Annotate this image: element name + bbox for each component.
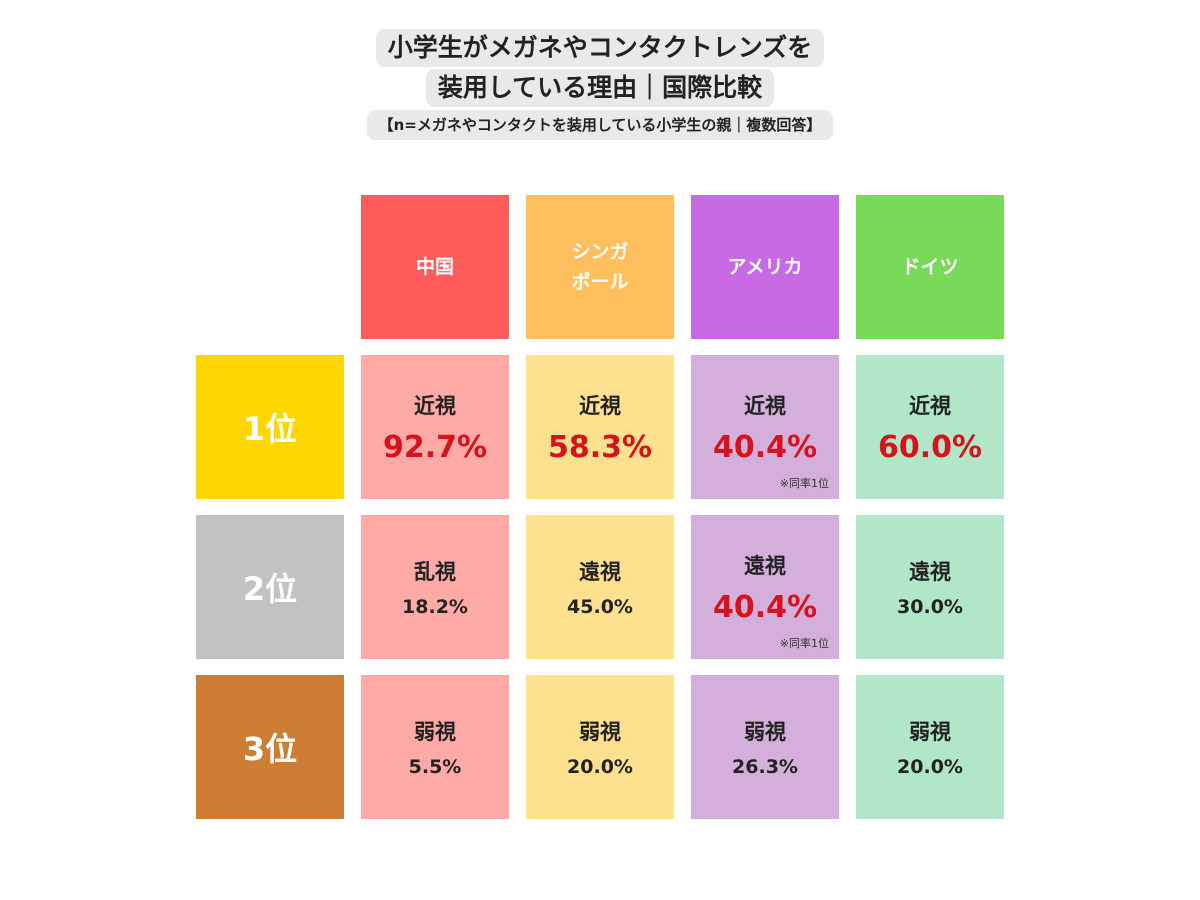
country-name: ポール [571,271,629,293]
reason-label: 弱視 [909,720,951,744]
reason-label: 近視 [744,393,786,418]
reason-label: 遠視 [744,553,786,578]
percentage-value: 45.0% [567,596,633,618]
data-cell: 弱視 20.0% [856,675,1004,819]
country-name: アメリカ [727,256,803,278]
data-cell: 遠視 40.4% ※同率1位 [691,515,839,659]
data-cell: 遠視 45.0% [526,515,674,659]
reason-label: 近視 [579,393,621,418]
rank-label: 2位 [196,515,344,659]
reason-label: 遠視 [579,560,621,584]
data-cell: 近視 92.7% [361,355,509,499]
percentage-value: 40.4% [712,429,818,465]
percentage-value: 92.7% [382,429,488,465]
reason-label: 弱視 [744,720,786,744]
rank-label: 1位 [196,355,344,499]
country-header: アメリカ [691,195,839,339]
tie-note: ※同率1位 [779,477,829,490]
country-header: 中国 [361,195,509,339]
reason-label: 近視 [414,393,456,418]
country-name: シンガ [571,241,629,263]
percentage-value: 60.0% [877,429,983,465]
rank-label: 3位 [196,675,344,819]
country-header: ドイツ [856,195,1004,339]
percentage-value: 20.0% [567,756,633,778]
percentage-value: 5.5% [408,756,462,778]
reason-label: 乱視 [414,560,456,584]
percentage-value: 20.0% [897,756,963,778]
country-name: 中国 [415,256,454,278]
percentage-value: 26.3% [732,756,798,778]
chart-subtitle: 【n=メガネやコンタクトを装用している小学生の親｜複数回答】 [366,110,834,140]
reason-label: 弱視 [414,720,456,744]
percentage-value: 58.3% [547,429,653,465]
reason-label: 近視 [909,393,951,418]
data-cell: 近視 58.3% [526,355,674,499]
data-cell: 近視 60.0% [856,355,1004,499]
reason-label: 弱視 [579,720,621,744]
chart-title-line-1: 小学生がメガネやコンタクトレンズを [375,29,825,67]
country-header: シンガ ポール [526,195,674,339]
percentage-value: 18.2% [402,596,468,618]
tie-note: ※同率1位 [779,637,829,650]
percentage-value: 40.4% [712,589,818,625]
country-name: ドイツ [901,256,959,278]
data-cell: 遠視 30.0% [856,515,1004,659]
data-cell: 弱視 5.5% [361,675,509,819]
data-cell: 弱視 20.0% [526,675,674,819]
chart-title-line-2: 装用している理由｜国際比較 [425,69,775,107]
data-cell: 乱視 18.2% [361,515,509,659]
reason-label: 遠視 [909,560,951,584]
data-cell: 近視 40.4% ※同率1位 [691,355,839,499]
percentage-value: 30.0% [897,596,963,618]
chart-title-block: 小学生がメガネやコンタクトレンズを 装用している理由｜国際比較 【n=メガネやコ… [0,28,1200,140]
data-cell: 弱視 26.3% [691,675,839,819]
